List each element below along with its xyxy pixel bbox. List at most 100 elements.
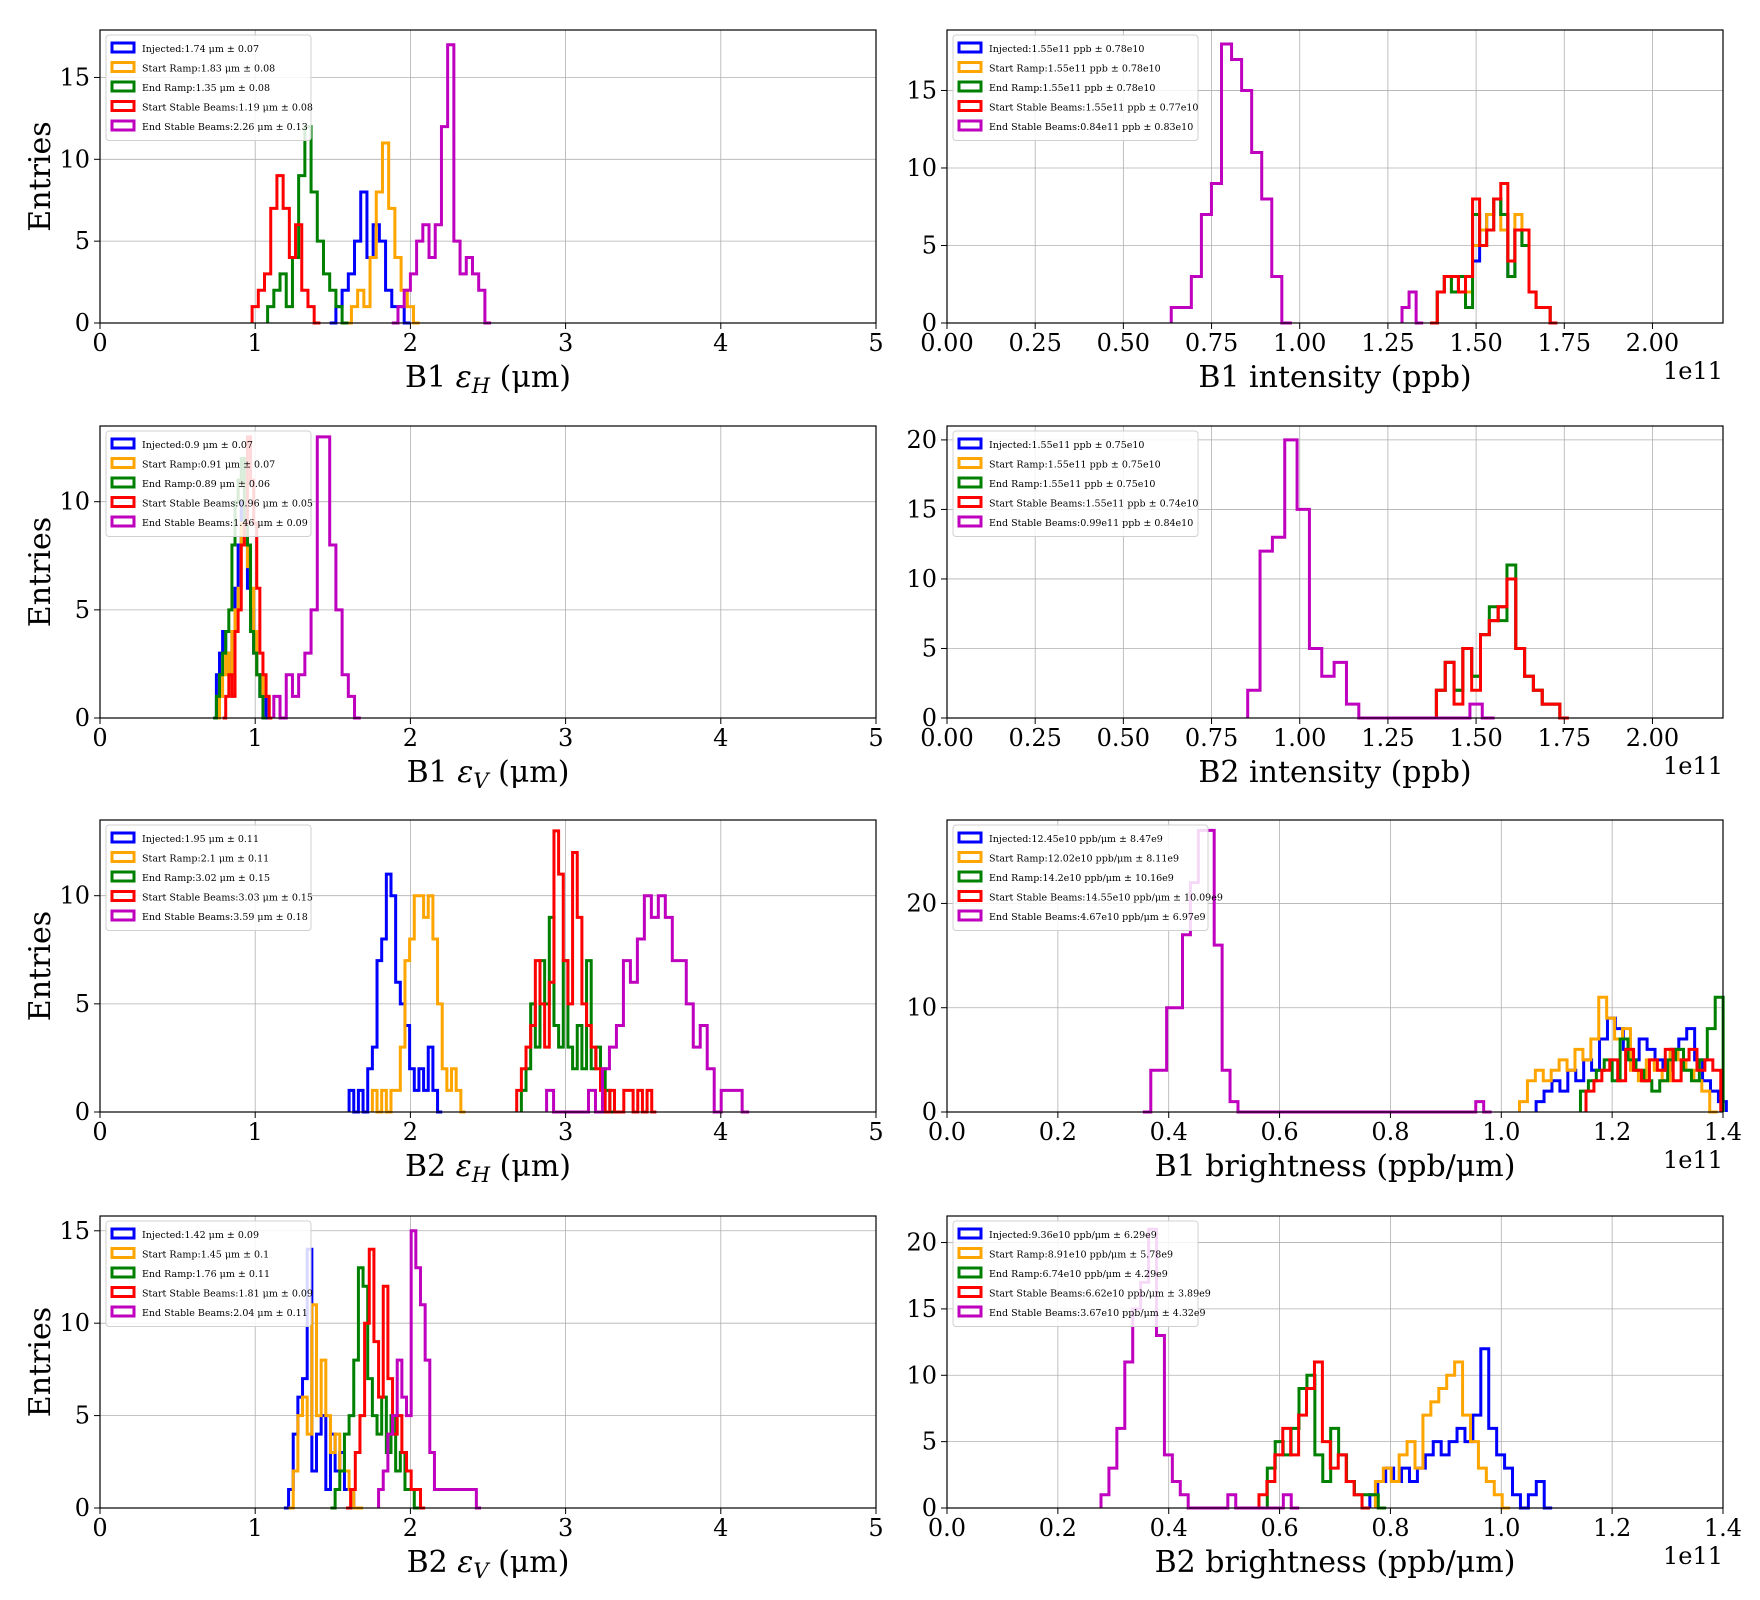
x-tick-label: 0.0 — [928, 1118, 966, 1146]
legend-swatch — [957, 457, 983, 469]
x-tick-label: 1.0 — [1482, 1514, 1520, 1542]
x-tick-label: 1.2 — [1593, 1514, 1631, 1542]
legend-entry-end-stable-beams: End Stable Beams:3.67e10 ppb/μm ± 4.32e9 — [989, 1308, 1206, 1319]
y-tick-label: 0 — [75, 1494, 90, 1522]
y-tick-label: 10 — [59, 488, 90, 516]
x-tick-label: 0.25 — [1008, 329, 1061, 357]
x-axis-label: B2 intensity (ppb) — [1198, 755, 1471, 790]
legend-swatch — [110, 1266, 136, 1279]
legend-swatch — [110, 1247, 136, 1259]
y-tick-label: 5 — [922, 634, 937, 662]
legend-entry-start-stable-beams: Start Stable Beams:1.55e11 ppb ± 0.77e10 — [989, 103, 1198, 114]
legend-box — [952, 430, 1199, 537]
y-tick-label: 20 — [906, 889, 937, 917]
legend: Injected:12.45e10 ppb/μm ± 8.47e9 Start R… — [952, 824, 1223, 931]
legend-swatch — [957, 119, 983, 132]
legend: Injected:1.55e11 ppb ± 0.78e10 Start Ramp… — [952, 34, 1199, 141]
x-tick-label: 0.2 — [1039, 1118, 1077, 1146]
legend-swatch — [957, 1305, 983, 1318]
legend-entry-end-stable-beams: End Stable Beams:4.67e10 ppb/μm ± 6.97e9 — [989, 912, 1206, 923]
y-tick-label: 10 — [906, 994, 937, 1022]
histogram-series-end-stable-beams — [545, 894, 750, 1114]
legend-swatch — [110, 870, 136, 883]
x-tick-label: 1.25 — [1361, 724, 1414, 752]
y-tick-label: 15 — [906, 76, 937, 104]
legend: Injected:1.55e11 ppb ± 0.75e10 Start Ramp… — [952, 430, 1199, 537]
histogram-series-injected — [329, 190, 411, 325]
y-tick-label: 5 — [75, 1402, 90, 1430]
histogram-series-start-stable-beams — [1427, 577, 1569, 720]
legend-entry-end-stable-beams: End Stable Beams:0.99e11 ppb ± 0.84e10 — [989, 518, 1193, 529]
x-tick-label: 0 — [92, 1118, 107, 1146]
legend-entry-end-ramp: End Ramp:0.89 μm ± 0.06 — [142, 479, 270, 490]
legend-entry-start-ramp: Start Ramp:1.83 μm ± 0.08 — [142, 64, 275, 75]
y-axis-label: Entries — [23, 1307, 58, 1417]
legend-swatch — [957, 909, 983, 922]
legend: Injected:0.9 μm ± 0.07 Start Ramp:0.91 μm… — [105, 430, 313, 537]
histogram-series-end-stable-beams — [377, 1229, 482, 1510]
histogram-series-injected — [1368, 1347, 1553, 1510]
legend-entry-end-ramp: End Ramp:1.76 μm ± 0.11 — [142, 1269, 270, 1280]
x-tick-label: 2.00 — [1626, 329, 1679, 357]
legend-entry-injected: Injected:9.36e10 ppb/μm ± 6.29e9 — [989, 1230, 1157, 1241]
x-tick-label: 1.2 — [1593, 1118, 1631, 1146]
y-tick-label: 10 — [906, 565, 937, 593]
legend-entry-end-ramp: End Ramp:1.55e11 ppb ± 0.75e10 — [989, 479, 1155, 490]
legend-entry-start-ramp: Start Ramp:1.55e11 ppb ± 0.75e10 — [989, 460, 1161, 471]
legend-entry-start-stable-beams: Start Stable Beams:6.62e10 ppb/μm ± 3.89… — [989, 1289, 1211, 1300]
x-tick-label: 2.00 — [1626, 724, 1679, 752]
legend-swatch — [957, 41, 983, 54]
x-tick-label: 0.75 — [1185, 329, 1238, 357]
legend-swatch — [110, 119, 136, 132]
x-tick-label: 5 — [868, 1514, 883, 1542]
legend-entry-start-ramp: Start Ramp:2.1 μm ± 0.11 — [142, 854, 269, 865]
panel-b2-brightness: 0.0 0.2 0.4 0.6 0.8 1.0 1.2 1.4 0 5 10 15 20 B2 brigh… — [906, 1215, 1742, 1580]
x-tick-label: 0.6 — [1260, 1118, 1298, 1146]
x-tick-label: 3 — [558, 724, 573, 752]
legend-swatch — [110, 476, 136, 489]
x-tick-label: 0.6 — [1260, 1514, 1298, 1542]
histogram-series-end-stable-beams — [391, 43, 492, 325]
legend-swatch — [110, 100, 136, 112]
x-tick-label: 4 — [713, 724, 728, 752]
x-tick-label: 1.00 — [1273, 724, 1326, 752]
legend-swatch — [957, 100, 983, 112]
histogram-series-end-stable-beams — [272, 435, 361, 720]
y-tick-label: 5 — [75, 227, 90, 255]
legend-swatch — [957, 61, 983, 73]
legend-entry-start-stable-beams: Start Stable Beams:3.03 μm ± 0.15 — [142, 893, 313, 904]
y-tick-label: 10 — [59, 1309, 90, 1337]
legend-box — [105, 824, 312, 931]
histogram-series-injected — [347, 872, 443, 1114]
legend-swatch — [957, 851, 983, 863]
y-tick-label: 10 — [59, 882, 90, 910]
histogram-series-end-stable-beams — [1169, 42, 1292, 325]
legend-swatch — [110, 41, 136, 54]
x-tick-label: 2 — [403, 329, 418, 357]
legend-entry-injected: Injected:0.9 μm ± 0.07 — [142, 440, 253, 451]
y-tick-label: 15 — [906, 495, 937, 523]
y-tick-label: 5 — [922, 231, 937, 259]
x-axis-label: B1 intensity (ppb) — [1198, 360, 1471, 395]
x-axis-label: B1 brightness (ppb/μm) — [1155, 1149, 1516, 1184]
x-tick-label: 0.50 — [1097, 724, 1150, 752]
legend-swatch — [957, 831, 983, 844]
x-tick-label: 0.2 — [1039, 1514, 1077, 1542]
legend-swatch — [957, 496, 983, 508]
x-tick-label: 4 — [713, 1118, 728, 1146]
legend-swatch — [957, 1247, 983, 1259]
plot-frame — [99, 819, 877, 1113]
legend-entry-end-ramp: End Ramp:1.35 μm ± 0.08 — [142, 83, 270, 94]
histogram-series-end-ramp — [1578, 995, 1725, 1112]
panel-b2-intensity: 0.00 0.25 0.50 0.75 1.00 1.25 1.50 1.75 2.00 0 5 10… — [906, 425, 1724, 790]
legend-entry-end-stable-beams: End Stable Beams:1.46 μm ± 0.09 — [142, 518, 308, 529]
legend: Injected:1.95 μm ± 0.11 Start Ramp:2.1 μm… — [105, 824, 313, 931]
x-tick-label: 3 — [558, 329, 573, 357]
legend-swatch — [957, 1286, 983, 1298]
legend-swatch — [110, 80, 136, 93]
x-axis-label: B1 εV (μm) — [407, 755, 570, 793]
y-tick-label: 0 — [922, 1494, 937, 1522]
legend-entry-injected: Injected:1.55e11 ppb ± 0.78e10 — [989, 44, 1144, 55]
y-axis-label: Entries — [23, 911, 58, 1021]
